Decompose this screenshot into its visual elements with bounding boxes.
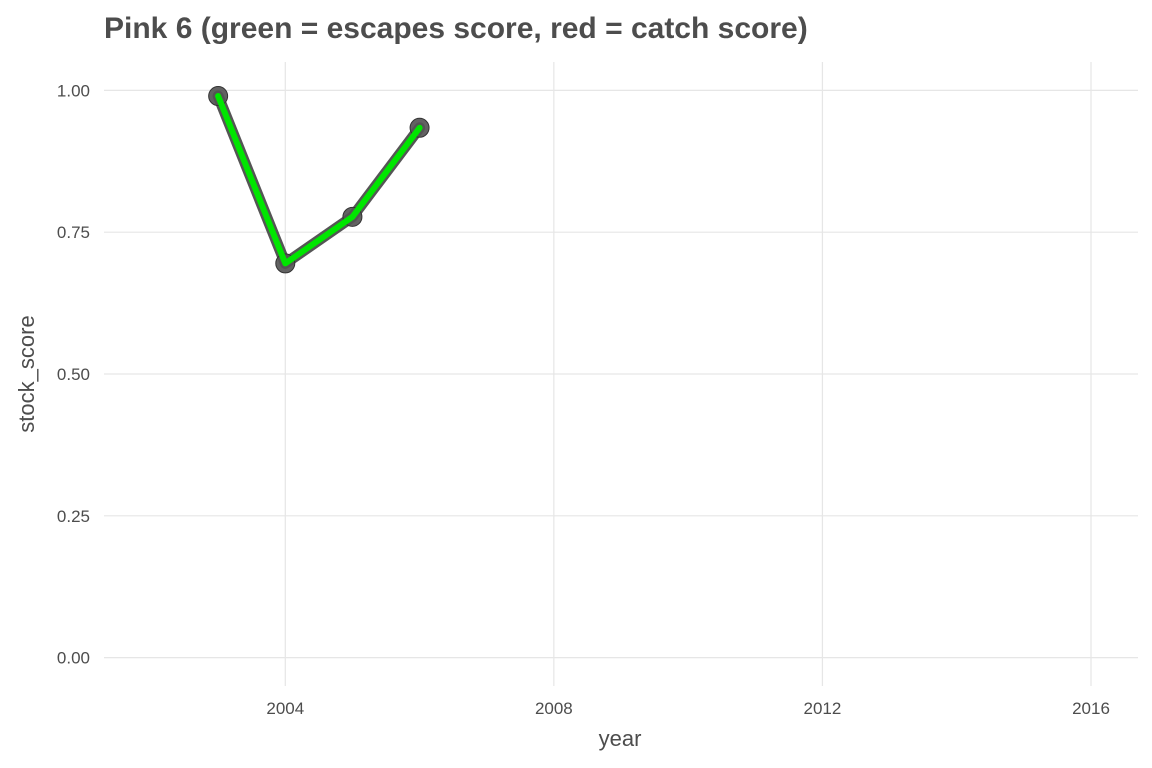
y-tick-label: 0.50 xyxy=(57,365,90,384)
series xyxy=(208,86,430,274)
series-line xyxy=(215,93,423,267)
y-axis-title: stock_score xyxy=(14,315,39,432)
y-tick-label: 0.75 xyxy=(57,223,90,242)
x-tick-label: 2012 xyxy=(804,699,842,718)
y-tick-label: 1.00 xyxy=(57,81,90,100)
x-tick-label: 2008 xyxy=(535,699,573,718)
x-tick-label: 2016 xyxy=(1072,699,1110,718)
x-tick-label: 2004 xyxy=(266,699,304,718)
y-tick-label: 0.00 xyxy=(57,649,90,668)
grid xyxy=(104,62,1138,686)
y-axis-ticks: 0.00 0.25 0.50 0.75 1.00 xyxy=(57,81,90,667)
y-tick-label: 0.25 xyxy=(57,507,90,526)
x-axis-ticks: 2004 2008 2012 2016 xyxy=(266,699,1110,718)
chart-title: Pink 6 (green = escapes score, red = cat… xyxy=(104,12,808,45)
x-axis-title: year xyxy=(599,726,642,751)
